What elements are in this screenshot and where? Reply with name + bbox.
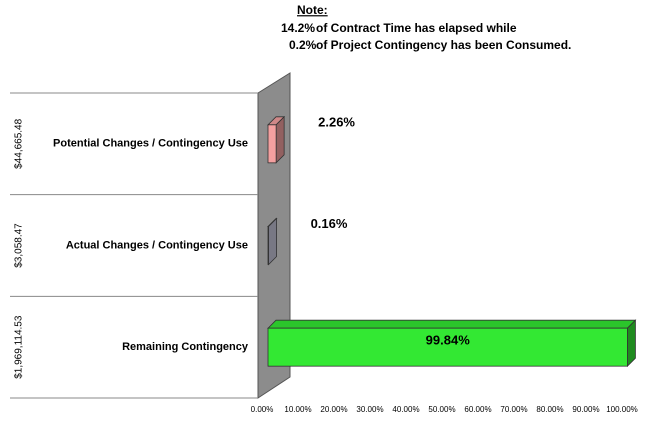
y-tick-label: Potential Changes / Contingency Use <box>53 138 248 150</box>
x-tick-label: 0.00% <box>251 405 274 414</box>
x-tick-label: 90.00% <box>572 405 599 414</box>
note-time-pct: 14.2% <box>281 21 315 35</box>
note-cont-pct: 0.2% <box>289 38 317 52</box>
amount-label: $3,058.47 <box>14 223 25 268</box>
value-label: 99.84% <box>426 333 471 348</box>
bar-side <box>268 217 277 266</box>
x-tick-label: 40.00% <box>392 405 419 414</box>
y-tick-label: Remaining Contingency <box>122 341 249 353</box>
x-tick-label: 70.00% <box>500 405 527 414</box>
note-heading: Note: <box>297 3 328 17</box>
note-time-text: of Contract Time has elapsed while <box>316 21 517 35</box>
x-tick-label: 100.00% <box>606 405 638 414</box>
bar <box>267 226 269 265</box>
bar-top <box>267 319 637 329</box>
y-tick-label: Actual Changes / Contingency Use <box>66 239 248 251</box>
bar <box>267 327 628 367</box>
x-tick-label: 10.00% <box>284 405 311 414</box>
x-tick-label: 50.00% <box>428 405 455 414</box>
bar-side <box>627 319 636 368</box>
x-tick-label: 60.00% <box>464 405 491 414</box>
value-label: 2.26% <box>318 114 355 129</box>
bar-side <box>275 115 285 164</box>
amount-label: $44,665.48 <box>14 118 25 168</box>
value-label: 0.16% <box>311 216 348 231</box>
amount-label: $1,969,114.53 <box>14 315 25 379</box>
bar <box>267 124 277 164</box>
x-tick-label: 20.00% <box>320 405 347 414</box>
x-tick-label: 30.00% <box>356 405 383 414</box>
x-tick-label: 80.00% <box>536 405 563 414</box>
note-cont-text: of Project Contingency has been Consumed… <box>316 38 571 52</box>
